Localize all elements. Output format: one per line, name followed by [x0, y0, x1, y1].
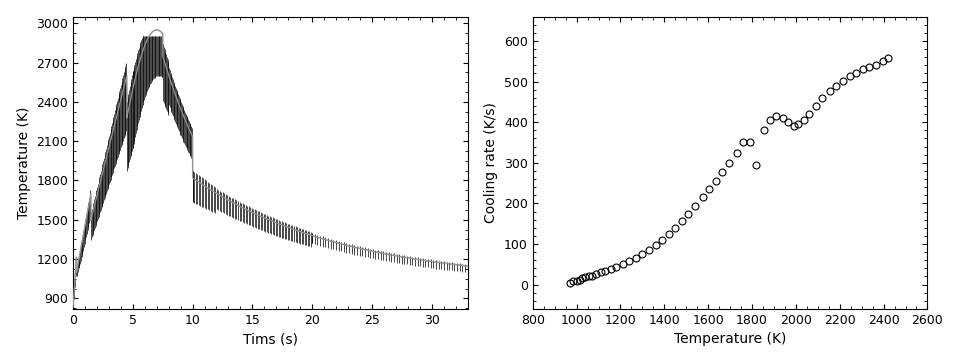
X-axis label: Tims (s): Tims (s): [243, 333, 298, 346]
X-axis label: Temperature (K): Temperature (K): [674, 333, 786, 346]
Y-axis label: Cooling rate (K/s): Cooling rate (K/s): [485, 102, 498, 223]
Y-axis label: Temperature (K): Temperature (K): [16, 107, 31, 219]
